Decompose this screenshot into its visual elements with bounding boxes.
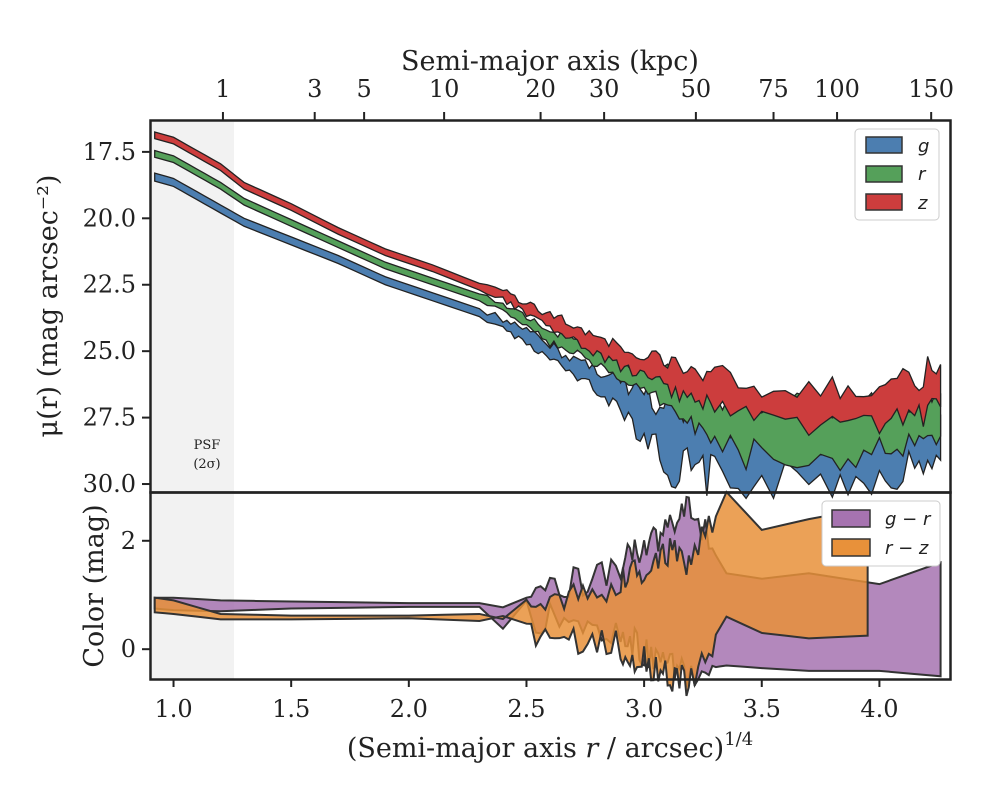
legend-label-r-z: r − z	[885, 538, 929, 559]
bottom-x-tick-label: 1.0	[154, 695, 192, 723]
top-x-tick-label: 3	[307, 75, 322, 103]
bottom-x-ticks: 1.0 1.5 2.0 2.5 3.0 3.5 4.0	[154, 679, 898, 723]
top-y-tick-label: 30.0	[83, 470, 136, 498]
bottom-x-tick-label: 2.5	[507, 695, 545, 723]
top-y-axis-title: μ(r) (mag arcsec⁻²)	[33, 175, 64, 438]
bottom-x-tick-label: 2.0	[390, 695, 428, 723]
legend-swatch-r	[865, 165, 903, 183]
top-axis-ticks: 1 3 5 10 20 30 50 75 100 150	[215, 75, 954, 120]
psf-label-line2: (2σ)	[193, 457, 220, 472]
legend-label-z: z	[917, 193, 928, 214]
bottom-x-tick-label: 1.5	[272, 695, 310, 723]
top-y-tick-label: 20.0	[83, 204, 136, 232]
legend-swatch-g-r	[831, 509, 871, 528]
legend-swatch-z	[865, 193, 903, 211]
top-axis-title: Semi-major axis (kpc)	[401, 46, 699, 77]
bottom-x-axis-title: (Semi-major axis r / arcsec)1/4	[347, 729, 753, 764]
top-x-tick-label: 100	[814, 75, 860, 103]
top-x-tick-label: 10	[429, 75, 460, 103]
top-y-tick-label: 27.5	[83, 404, 136, 432]
legend-label-g-r: g − r	[885, 509, 932, 530]
top-y-tick-label: 22.5	[83, 271, 136, 299]
legend-swatch-g	[865, 136, 903, 154]
legend-label-r: r	[918, 164, 927, 185]
psf-shade-bottom	[152, 494, 234, 679]
bottom-legend: g − r r − z	[821, 500, 941, 567]
top-x-tick-label: 30	[589, 75, 620, 103]
top-x-tick-label: 75	[758, 75, 789, 103]
bottom-y-tick-label: 0	[121, 635, 136, 663]
top-x-tick-label: 1	[215, 75, 230, 103]
top-y-tick-label: 25.0	[83, 337, 136, 365]
color-panel: 02 1.0 1.5 2.0 2.5 3.0 3.5 4.0 Color (mag) (Se…	[79, 490, 952, 764]
band-z	[154, 131, 942, 437]
top-x-tick-label: 50	[681, 75, 712, 103]
top-y-tick-label: 17.5	[83, 138, 136, 166]
bottom-x-tick-label: 3.0	[625, 695, 663, 723]
top-x-tick-label: 150	[908, 75, 954, 103]
bottom-panel-frame	[149, 491, 952, 681]
top-legend: g r z	[854, 128, 940, 221]
color-band-r-z	[153, 490, 869, 697]
top-x-tick-label: 20	[525, 75, 556, 103]
top-x-tick-label: 5	[356, 75, 371, 103]
bottom-y-ticks: 02	[121, 527, 150, 663]
top-y-ticks: 17.5 20.0 22.5 25.0 27.5 30.0	[83, 138, 150, 498]
bottom-y-axis-title: Color (mag)	[79, 504, 110, 667]
psf-label-line1: PSF	[194, 438, 221, 453]
bottom-x-tick-label: 4.0	[860, 695, 898, 723]
bottom-x-tick-label: 3.5	[743, 695, 781, 723]
legend-label-g: g	[918, 136, 929, 157]
legend-swatch-r-z	[831, 538, 871, 557]
surface-brightness-panel: PSF (2σ) 17.5 20.0 22.5 25.0 27.5 30.0 μ(r) (…	[33, 119, 952, 501]
band-r	[154, 149, 942, 472]
bottom-y-tick-label: 2	[121, 527, 136, 555]
